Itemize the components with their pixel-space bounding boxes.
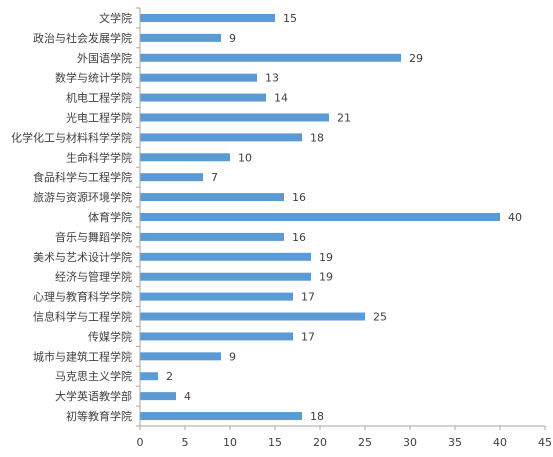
- value-label: 10: [238, 151, 252, 164]
- value-label: 14: [274, 92, 288, 105]
- bar: [140, 412, 302, 421]
- x-tick-label: 25: [358, 436, 372, 449]
- category-label: 体育学院: [88, 210, 132, 224]
- category-label: 食品科学与工程学院: [33, 170, 132, 184]
- x-tick-label: 35: [448, 436, 462, 449]
- x-tick-label: 10: [223, 436, 237, 449]
- bar: [140, 213, 500, 221]
- category-label: 初等教育学院: [66, 409, 132, 423]
- bar: [140, 73, 257, 82]
- bar: [140, 93, 266, 102]
- x-tick-label: 45: [538, 436, 552, 449]
- x-tick-label: 5: [182, 436, 189, 449]
- bar: [140, 292, 293, 301]
- category-label: 心理与教育科学学院: [33, 290, 132, 304]
- value-label: 9: [229, 32, 236, 45]
- value-label: 16: [292, 191, 306, 204]
- value-label: 40: [508, 211, 522, 224]
- category-label: 城市与建筑工程学院: [33, 349, 132, 363]
- value-label: 21: [337, 111, 351, 124]
- value-label: 18: [310, 410, 324, 423]
- bar: [140, 193, 284, 202]
- value-label: 9: [229, 350, 236, 363]
- x-tick-label: 20: [313, 436, 327, 449]
- x-tick-label: 0: [137, 436, 144, 449]
- x-tick-label: 40: [493, 436, 507, 449]
- bar: [140, 392, 176, 401]
- value-label: 25: [373, 311, 387, 324]
- bar: [140, 13, 275, 22]
- value-label: 18: [310, 131, 324, 144]
- value-label: 4: [184, 390, 191, 403]
- bar: [140, 252, 311, 261]
- bar: [140, 352, 221, 361]
- value-label: 7: [211, 171, 218, 184]
- category-label: 旅游与资源环境学院: [33, 190, 132, 204]
- x-tick-label: 30: [403, 436, 417, 449]
- axes: [136, 7, 546, 430]
- value-label: 29: [409, 52, 423, 65]
- category-label: 文学院: [99, 11, 132, 25]
- category-label: 光电工程学院: [66, 110, 132, 124]
- category-label: 经济与管理学院: [55, 270, 132, 284]
- value-label: 19: [319, 251, 333, 264]
- value-label: 17: [301, 330, 315, 343]
- bar: [140, 312, 365, 321]
- category-label: 外国语学院: [77, 51, 132, 65]
- bars: [140, 13, 500, 421]
- category-label: 信息科学与工程学院: [33, 310, 132, 324]
- category-label: 音乐与舞蹈学院: [55, 230, 132, 244]
- bar: [140, 33, 221, 42]
- bar: [140, 133, 302, 142]
- bar: [140, 53, 401, 62]
- value-label: 19: [319, 271, 333, 284]
- category-label: 美术与艺术设计学院: [33, 250, 132, 264]
- category-label: 马克思主义学院: [55, 369, 132, 383]
- category-label: 传媒学院: [88, 329, 132, 343]
- category-label: 大学英语教学部: [55, 389, 132, 403]
- category-label: 生命科学学院: [66, 150, 132, 164]
- bar: [140, 272, 311, 281]
- value-label: 2: [166, 370, 173, 383]
- bar: [140, 332, 293, 341]
- bar: [140, 232, 284, 241]
- category-label: 机电工程学院: [66, 91, 132, 105]
- bar: [140, 372, 158, 381]
- bar: [140, 113, 329, 122]
- bar: [140, 173, 203, 182]
- x-tick-label: 15: [268, 436, 282, 449]
- category-label: 化学化工与材料科学学院: [11, 130, 132, 144]
- value-label: 15: [283, 12, 297, 25]
- value-label: 16: [292, 231, 306, 244]
- bar: [140, 153, 230, 162]
- category-label: 数学与统计学院: [55, 71, 132, 85]
- category-label: 政治与社会发展学院: [33, 31, 132, 45]
- value-label: 13: [265, 72, 279, 85]
- value-label: 17: [301, 291, 315, 304]
